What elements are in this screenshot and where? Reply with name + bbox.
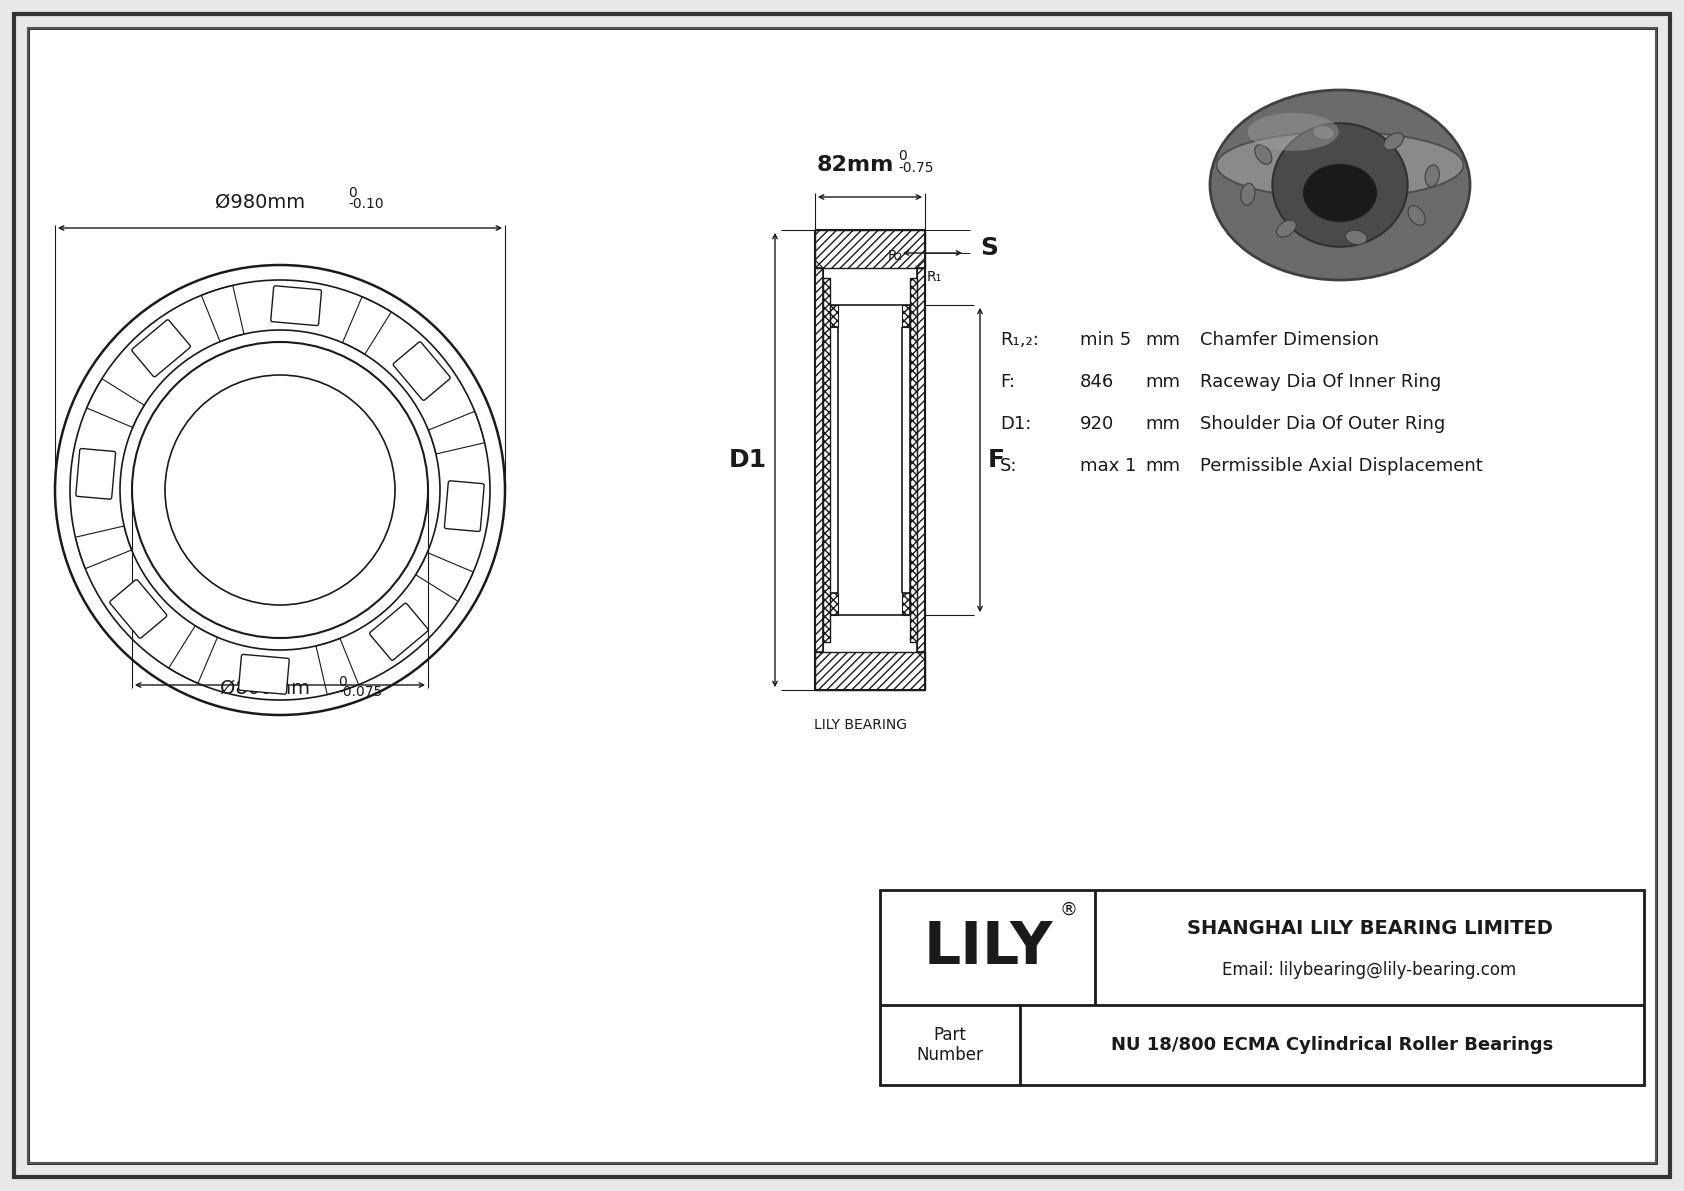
FancyBboxPatch shape xyxy=(109,580,167,638)
FancyBboxPatch shape xyxy=(76,449,116,499)
Text: LILY BEARING: LILY BEARING xyxy=(813,718,906,732)
Ellipse shape xyxy=(1408,206,1425,225)
Bar xyxy=(830,305,839,328)
Bar xyxy=(903,305,909,328)
Ellipse shape xyxy=(1276,220,1297,237)
Text: mm: mm xyxy=(1145,414,1180,434)
FancyBboxPatch shape xyxy=(445,481,485,531)
Text: Ø980mm: Ø980mm xyxy=(216,193,305,212)
Ellipse shape xyxy=(1303,164,1376,222)
FancyBboxPatch shape xyxy=(271,286,322,325)
Bar xyxy=(823,278,830,642)
Text: -0.075: -0.075 xyxy=(338,685,382,699)
Text: F:: F: xyxy=(1000,373,1015,391)
Text: Part
Number: Part Number xyxy=(916,1025,983,1065)
Ellipse shape xyxy=(1216,132,1463,198)
Bar xyxy=(903,593,909,615)
Text: 82mm: 82mm xyxy=(817,155,894,175)
Ellipse shape xyxy=(1255,144,1271,164)
Text: 846: 846 xyxy=(1079,373,1115,391)
Text: S:: S: xyxy=(1000,457,1017,475)
Text: R₂: R₂ xyxy=(887,249,903,263)
Bar xyxy=(918,268,925,651)
Bar xyxy=(815,230,925,268)
Bar xyxy=(909,278,918,642)
Text: D1:: D1: xyxy=(1000,414,1031,434)
Text: -0.10: -0.10 xyxy=(349,197,384,211)
FancyBboxPatch shape xyxy=(370,603,428,660)
Ellipse shape xyxy=(1241,183,1255,205)
Ellipse shape xyxy=(1425,164,1440,187)
Text: ®: ® xyxy=(1059,902,1078,919)
Ellipse shape xyxy=(1211,91,1470,280)
FancyBboxPatch shape xyxy=(239,654,290,694)
FancyBboxPatch shape xyxy=(131,319,190,376)
Text: -0.75: -0.75 xyxy=(898,161,933,175)
Text: Permissible Axial Displacement: Permissible Axial Displacement xyxy=(1201,457,1482,475)
Ellipse shape xyxy=(1273,123,1408,247)
Text: D1: D1 xyxy=(729,448,766,472)
Text: mm: mm xyxy=(1145,457,1180,475)
Ellipse shape xyxy=(1248,113,1339,151)
Text: R₁: R₁ xyxy=(926,270,943,283)
Bar xyxy=(881,890,1644,1085)
FancyBboxPatch shape xyxy=(392,342,450,400)
Text: 920: 920 xyxy=(1079,414,1115,434)
Text: F: F xyxy=(989,448,1005,472)
Text: Ø800mm: Ø800mm xyxy=(221,679,310,698)
Text: min 5: min 5 xyxy=(1079,331,1132,349)
Text: S: S xyxy=(980,236,999,260)
Text: SHANGHAI LILY BEARING LIMITED: SHANGHAI LILY BEARING LIMITED xyxy=(1187,918,1553,937)
Text: R₁,₂:: R₁,₂: xyxy=(1000,331,1039,349)
Ellipse shape xyxy=(1384,133,1403,150)
Text: max 1: max 1 xyxy=(1079,457,1137,475)
Text: mm: mm xyxy=(1145,373,1180,391)
Text: 0: 0 xyxy=(338,675,347,690)
Text: LILY: LILY xyxy=(923,919,1052,975)
Ellipse shape xyxy=(1346,230,1367,244)
Text: NU 18/800 ECMA Cylindrical Roller Bearings: NU 18/800 ECMA Cylindrical Roller Bearin… xyxy=(1111,1036,1553,1054)
Text: Raceway Dia Of Inner Ring: Raceway Dia Of Inner Ring xyxy=(1201,373,1442,391)
Text: 0: 0 xyxy=(349,186,357,200)
Text: 0: 0 xyxy=(898,149,906,163)
Text: Shoulder Dia Of Outer Ring: Shoulder Dia Of Outer Ring xyxy=(1201,414,1445,434)
Text: mm: mm xyxy=(1145,331,1180,349)
Text: Email: lilybearing@lily-bearing.com: Email: lilybearing@lily-bearing.com xyxy=(1223,961,1517,979)
Ellipse shape xyxy=(1314,125,1335,139)
Text: Chamfer Dimension: Chamfer Dimension xyxy=(1201,331,1379,349)
Bar xyxy=(815,651,925,690)
Bar xyxy=(815,268,823,651)
Bar xyxy=(830,593,839,615)
